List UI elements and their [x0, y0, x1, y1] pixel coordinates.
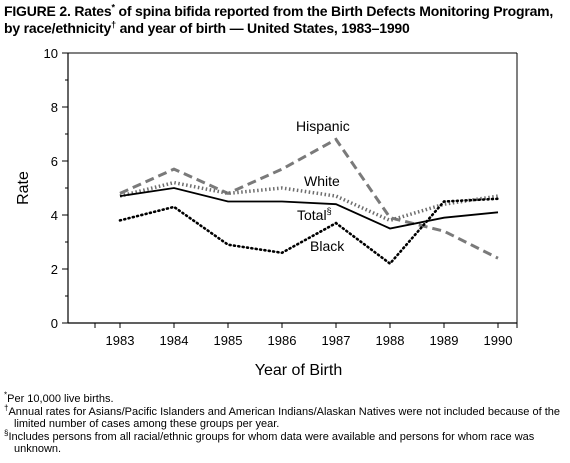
- series-line-hispanic: [119, 137, 499, 260]
- series-label-hispanic: Hispanic: [296, 118, 350, 134]
- y-tick-label: 10: [44, 46, 58, 61]
- series-line-black: [118, 197, 500, 266]
- x-tick-label: 1985: [214, 333, 243, 348]
- footnote-text: Per 10,000 live births.: [7, 393, 114, 405]
- line-chart: 0 2 4 6 8 10 1983 1984 1985 1986 1987 1988 1989 1990 Y…: [15, 46, 518, 379]
- y-tick-label: 0: [51, 316, 58, 331]
- y-tick-label: 4: [51, 208, 58, 223]
- x-tick-label: 1990: [484, 333, 513, 348]
- series-label-footnote-mark: §: [327, 206, 332, 216]
- series-label-white: White: [304, 173, 340, 189]
- series-label-black: Black: [310, 238, 345, 254]
- chart-series: [118, 137, 500, 266]
- x-axis-title: Year of Birth: [255, 362, 342, 379]
- title-text-d: and year of birth — United States, 1983–…: [115, 20, 410, 36]
- x-tick-label: 1987: [322, 333, 351, 348]
- y-axis-title: Rate: [15, 171, 32, 205]
- footnote-text: Annual rates for Asians/Pacific Islander…: [8, 405, 560, 431]
- footnote-2: †Annual rates for Asians/Pacific Islande…: [4, 402, 566, 431]
- series-line-total: [119, 187, 499, 230]
- footnotes: *Per 10,000 live births. †Annual rates f…: [4, 390, 566, 456]
- y-tick-label: 6: [51, 154, 58, 169]
- title-footnote-mark-2: †: [111, 19, 116, 30]
- title-text-b: of spina bifida reported from the Birth …: [114, 3, 554, 19]
- footnote-mark: §: [4, 427, 9, 437]
- x-tick-label: 1983: [106, 333, 135, 348]
- x-tick-label: 1986: [268, 333, 297, 348]
- title-text-a: FIGURE 2. Rates: [4, 3, 112, 19]
- x-tick-label: 1984: [160, 333, 189, 348]
- chart-axes: 0 2 4 6 8 10 1983 1984 1985 1986 1987 1988 1989 1990 Y…: [15, 46, 518, 379]
- figure-title-line1: FIGURE 2. Rates* of spina bifida reporte…: [4, 3, 566, 20]
- footnote-1: *Per 10,000 live births.: [4, 390, 566, 406]
- footnote-text: Includes persons from all racial/ethnic …: [8, 430, 535, 456]
- figure-title-line2: by race/ethnicity† and year of birth — U…: [4, 20, 566, 37]
- title-footnote-mark: *: [111, 2, 115, 13]
- chart-series-labels: Hispanic White Total§ Black: [296, 118, 350, 254]
- x-tick-label: 1988: [376, 333, 405, 348]
- footnote-mark: *: [4, 390, 8, 400]
- x-tick-label: 1989: [430, 333, 459, 348]
- footnote-3: §Includes persons from all racial/ethnic…: [4, 427, 566, 456]
- series-label-total: Total§: [297, 206, 332, 223]
- footnote-mark: †: [4, 402, 9, 412]
- y-tick-label: 8: [51, 100, 58, 115]
- figure-title: FIGURE 2. Rates* of spina bifida reporte…: [4, 3, 566, 37]
- title-text-c: by race/ethnicity: [4, 20, 112, 36]
- series-line-white: [119, 180, 499, 223]
- y-tick-label: 2: [51, 262, 58, 277]
